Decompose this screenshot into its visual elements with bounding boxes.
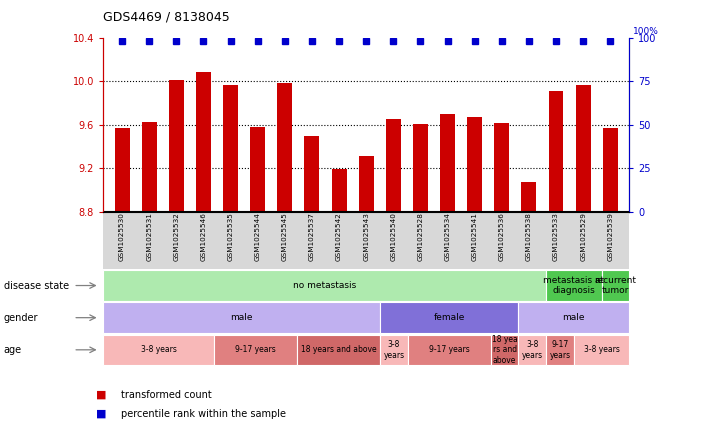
Text: recurrent
tumor: recurrent tumor bbox=[594, 276, 636, 295]
Text: percentile rank within the sample: percentile rank within the sample bbox=[121, 409, 286, 419]
Text: age: age bbox=[4, 345, 21, 355]
Text: no metastasis: no metastasis bbox=[293, 281, 356, 290]
Bar bbox=[250, 127, 265, 212]
Text: transformed count: transformed count bbox=[121, 390, 212, 400]
Text: 18 yea
rs and
above: 18 yea rs and above bbox=[492, 335, 518, 365]
Bar bbox=[386, 119, 401, 212]
Text: male: male bbox=[562, 313, 585, 322]
Bar bbox=[521, 182, 536, 212]
Text: GDS4469 / 8138045: GDS4469 / 8138045 bbox=[103, 10, 230, 23]
Text: 18 years and above: 18 years and above bbox=[301, 345, 376, 354]
Text: male: male bbox=[230, 313, 253, 322]
Bar bbox=[576, 85, 591, 212]
Text: gender: gender bbox=[4, 313, 38, 323]
Bar bbox=[304, 136, 319, 212]
Bar bbox=[413, 124, 428, 212]
Text: 3-8
years: 3-8 years bbox=[383, 340, 405, 360]
Bar bbox=[223, 85, 238, 212]
Bar bbox=[114, 128, 129, 212]
Bar bbox=[277, 82, 292, 212]
Text: 3-8 years: 3-8 years bbox=[141, 345, 176, 354]
Bar bbox=[196, 71, 211, 212]
Bar bbox=[603, 128, 618, 212]
Text: 3-8
years: 3-8 years bbox=[522, 340, 543, 360]
Text: disease state: disease state bbox=[4, 280, 69, 291]
Bar bbox=[331, 169, 346, 212]
Text: ■: ■ bbox=[96, 409, 107, 419]
Bar bbox=[141, 121, 156, 212]
Text: 100%: 100% bbox=[633, 27, 658, 36]
Text: ■: ■ bbox=[96, 390, 107, 400]
Bar bbox=[440, 114, 455, 212]
Bar bbox=[169, 80, 183, 212]
Text: 9-17 years: 9-17 years bbox=[235, 345, 276, 354]
Bar bbox=[494, 123, 509, 212]
Text: 3-8 years: 3-8 years bbox=[584, 345, 619, 354]
Text: female: female bbox=[434, 313, 465, 322]
Bar bbox=[359, 156, 373, 212]
Bar bbox=[467, 117, 482, 212]
Text: 9-17
years: 9-17 years bbox=[550, 340, 570, 360]
Bar bbox=[549, 91, 563, 212]
Text: 9-17 years: 9-17 years bbox=[429, 345, 469, 354]
Text: metastasis at
diagnosis: metastasis at diagnosis bbox=[543, 276, 604, 295]
